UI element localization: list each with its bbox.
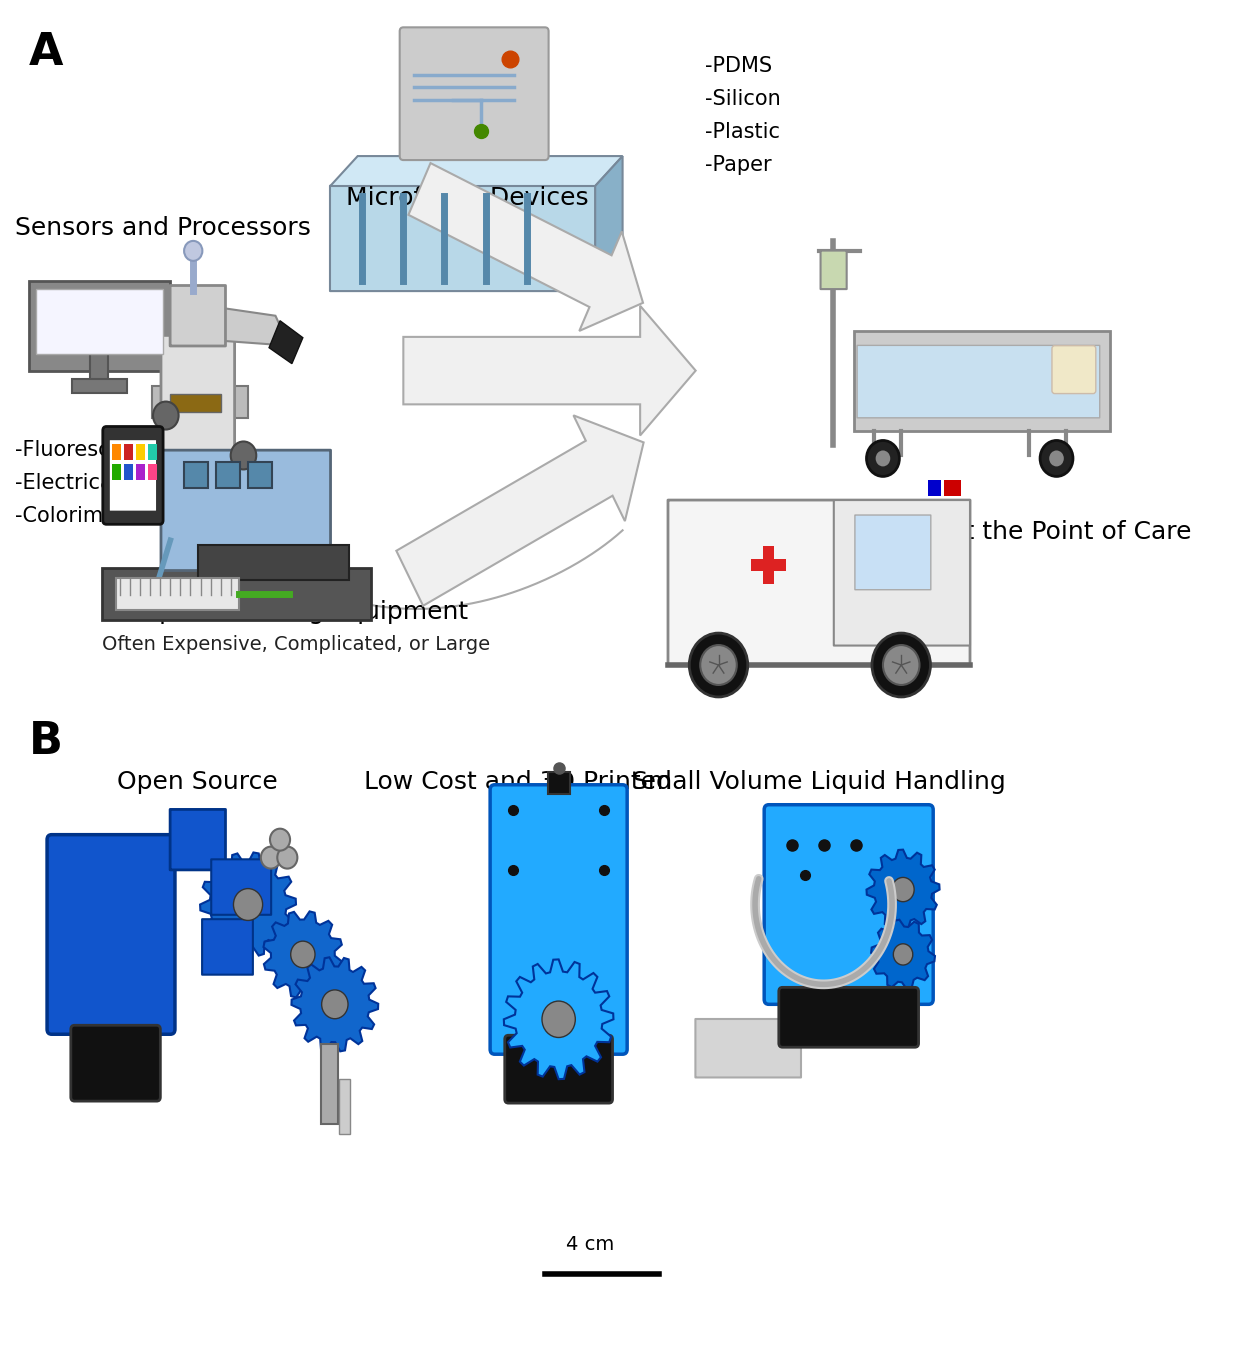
Polygon shape xyxy=(504,960,614,1079)
Circle shape xyxy=(883,645,920,685)
Text: Low Cost and 3D Printed: Low Cost and 3D Printed xyxy=(364,770,671,794)
Bar xyxy=(184,463,208,489)
Circle shape xyxy=(153,401,178,429)
Bar xyxy=(102,568,371,621)
Circle shape xyxy=(875,451,890,467)
Bar xyxy=(340,1079,350,1135)
Text: -PDMS
-Silicon
-Plastic
-Paper: -PDMS -Silicon -Plastic -Paper xyxy=(705,57,781,175)
Bar xyxy=(29,281,171,370)
FancyBboxPatch shape xyxy=(764,805,934,1004)
Bar xyxy=(116,579,239,610)
FancyBboxPatch shape xyxy=(669,501,970,665)
Bar xyxy=(112,444,121,460)
Circle shape xyxy=(891,878,914,902)
Polygon shape xyxy=(330,156,622,186)
Circle shape xyxy=(290,941,315,968)
Circle shape xyxy=(261,847,281,868)
Text: -Fluorescent
-Electrical
-Colorimetric: -Fluorescent -Electrical -Colorimetric xyxy=(15,440,151,526)
Text: Sensors and Processors: Sensors and Processors xyxy=(15,215,311,240)
FancyBboxPatch shape xyxy=(491,785,627,1054)
FancyBboxPatch shape xyxy=(161,335,234,456)
Circle shape xyxy=(700,645,737,685)
Circle shape xyxy=(230,441,256,470)
Circle shape xyxy=(184,241,203,261)
Circle shape xyxy=(270,829,290,851)
FancyBboxPatch shape xyxy=(202,919,253,975)
Bar xyxy=(548,771,570,794)
Bar xyxy=(928,481,941,497)
Circle shape xyxy=(234,888,263,921)
Circle shape xyxy=(690,633,748,697)
Bar xyxy=(90,351,108,381)
Text: Small Volume Liquid Handling: Small Volume Liquid Handling xyxy=(632,770,1006,794)
Circle shape xyxy=(1050,451,1063,467)
Text: 4 cm: 4 cm xyxy=(566,1234,615,1253)
Circle shape xyxy=(894,944,913,965)
FancyBboxPatch shape xyxy=(171,809,225,870)
FancyBboxPatch shape xyxy=(779,988,919,1047)
Circle shape xyxy=(321,989,349,1019)
Circle shape xyxy=(867,440,899,476)
FancyBboxPatch shape xyxy=(71,1026,161,1101)
Bar xyxy=(171,393,220,412)
Polygon shape xyxy=(872,919,935,989)
FancyBboxPatch shape xyxy=(103,427,163,525)
Polygon shape xyxy=(403,306,696,436)
FancyBboxPatch shape xyxy=(110,440,156,510)
FancyBboxPatch shape xyxy=(834,501,970,646)
FancyBboxPatch shape xyxy=(400,27,549,160)
Bar xyxy=(123,444,133,460)
Bar xyxy=(136,444,144,460)
Polygon shape xyxy=(269,320,303,363)
Bar xyxy=(152,385,248,417)
Polygon shape xyxy=(207,306,289,346)
Polygon shape xyxy=(291,957,378,1051)
Polygon shape xyxy=(264,911,342,997)
Circle shape xyxy=(872,633,930,697)
FancyBboxPatch shape xyxy=(330,186,595,291)
Bar xyxy=(944,481,961,497)
Polygon shape xyxy=(200,852,296,957)
Bar xyxy=(148,444,157,460)
Text: Liquid Handling Equipment: Liquid Handling Equipment xyxy=(129,600,468,625)
FancyBboxPatch shape xyxy=(171,285,225,346)
FancyBboxPatch shape xyxy=(212,859,271,915)
Bar xyxy=(854,331,1109,431)
Text: Open Source: Open Source xyxy=(117,770,278,794)
Text: B: B xyxy=(29,720,62,763)
Bar xyxy=(123,464,133,481)
Bar xyxy=(72,378,127,393)
FancyBboxPatch shape xyxy=(1052,346,1096,393)
Text: Often Expensive, Complicated, or Large: Often Expensive, Complicated, or Large xyxy=(102,635,491,654)
Bar xyxy=(198,545,349,580)
FancyBboxPatch shape xyxy=(696,1019,801,1077)
FancyBboxPatch shape xyxy=(855,516,931,590)
FancyBboxPatch shape xyxy=(504,1035,613,1104)
Circle shape xyxy=(1040,440,1073,476)
Bar xyxy=(148,464,157,481)
Bar xyxy=(321,1044,337,1124)
FancyBboxPatch shape xyxy=(161,450,330,571)
Polygon shape xyxy=(867,849,940,930)
Polygon shape xyxy=(595,156,622,291)
Polygon shape xyxy=(396,416,644,606)
Text: Diagnostics at the Point of Care: Diagnostics at the Point of Care xyxy=(796,521,1191,544)
Circle shape xyxy=(542,1001,575,1038)
Bar xyxy=(752,559,786,571)
Bar xyxy=(763,546,774,584)
Circle shape xyxy=(278,847,298,868)
Bar xyxy=(36,289,163,354)
Bar xyxy=(248,463,271,489)
FancyBboxPatch shape xyxy=(47,835,176,1034)
Bar xyxy=(217,463,240,489)
Polygon shape xyxy=(408,163,642,331)
Bar xyxy=(136,464,144,481)
Text: A: A xyxy=(29,31,63,74)
FancyBboxPatch shape xyxy=(820,250,847,289)
FancyBboxPatch shape xyxy=(857,346,1099,417)
Bar xyxy=(112,464,121,481)
Text: Microfludic Devices: Microfludic Devices xyxy=(346,186,589,210)
